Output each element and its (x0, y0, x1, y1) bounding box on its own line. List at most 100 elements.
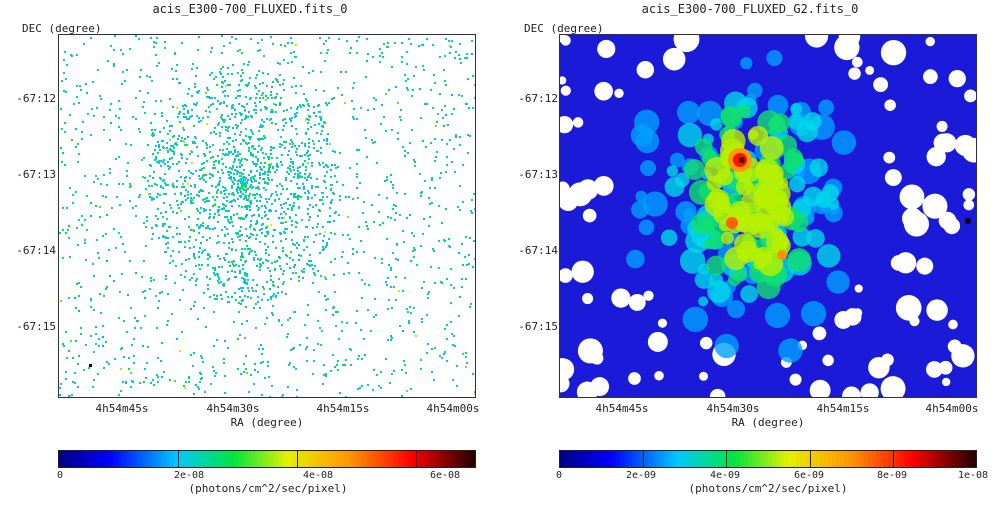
photon-pixel (208, 96, 210, 98)
photon-pixel (295, 272, 297, 274)
photon-pixel (316, 226, 318, 228)
photon-pixel (315, 204, 317, 206)
photon-pixel (217, 280, 219, 282)
photon-pixel (74, 372, 76, 374)
photon-pixel (341, 256, 343, 258)
photon-pixel (311, 197, 313, 199)
photon-pixel (237, 151, 239, 153)
photon-pixel (156, 225, 158, 227)
photon-pixel (299, 155, 301, 157)
y-tick-label: -67:14 (16, 244, 56, 257)
photon-pixel (149, 76, 151, 78)
photon-pixel (273, 229, 275, 231)
photon-pixel (291, 239, 293, 241)
photon-pixel (238, 187, 240, 189)
photon-pixel (222, 163, 224, 165)
photon-pixel (279, 265, 281, 267)
empty-region (884, 99, 896, 111)
photon-pixel (158, 160, 160, 162)
photon-pixel (207, 225, 209, 227)
photon-pixel (290, 193, 292, 195)
photon-pixel (108, 363, 110, 365)
photon-pixel (103, 174, 105, 176)
photon-pixel (381, 258, 383, 260)
photon-pixel (345, 359, 347, 361)
photon-pixel (303, 249, 305, 251)
photon-pixel (253, 257, 255, 259)
photon-pixel (319, 233, 321, 235)
photon-pixel (232, 64, 234, 66)
photon-pixel (313, 272, 315, 274)
photon-pixel (267, 260, 269, 262)
photon-pixel (420, 359, 422, 361)
photon-pixel (176, 180, 178, 182)
photon-pixel (346, 40, 348, 42)
photon-pixel (287, 154, 289, 156)
photon-pixel (218, 282, 220, 284)
photon-pixel (385, 281, 387, 283)
photon-pixel (110, 122, 112, 124)
photon-pixel (296, 247, 298, 249)
photon-pixel (388, 299, 390, 301)
photon-pixel (135, 215, 137, 217)
photon-pixel (219, 71, 221, 73)
photon-pixel (206, 200, 208, 202)
photon-pixel (214, 204, 216, 206)
photon-pixel (264, 243, 266, 245)
photon-pixel (290, 251, 292, 253)
photon-pixel (238, 205, 240, 207)
photon-pixel (266, 281, 268, 283)
photon-pixel (236, 127, 238, 129)
photon-pixel (181, 201, 183, 203)
photon-pixel (262, 92, 264, 94)
photon-pixel (190, 185, 192, 187)
photon-pixel (450, 268, 452, 270)
photon-pixel (195, 104, 197, 106)
photon-pixel (160, 165, 162, 167)
photon-pixel (185, 162, 187, 164)
photon-pixel (214, 227, 216, 229)
photon-pixel (383, 116, 385, 118)
photon-pixel (232, 166, 234, 168)
photon-pixel (426, 38, 428, 40)
photon-pixel (304, 236, 306, 238)
photon-pixel (423, 218, 425, 220)
photon-pixel (366, 156, 368, 158)
image-plot-area[interactable] (58, 34, 476, 398)
emission-blob (788, 152, 804, 168)
photon-pixel (293, 202, 295, 204)
photon-pixel (118, 183, 120, 185)
empty-region (865, 65, 875, 75)
photon-pixel (446, 324, 448, 326)
photon-pixel (241, 180, 243, 182)
photon-pixel (187, 93, 189, 95)
photon-pixel (254, 197, 256, 199)
photon-pixel (290, 107, 292, 109)
photon-pixel (316, 178, 318, 180)
photon-pixel (321, 130, 323, 132)
photon-pixel (218, 182, 220, 184)
emission-peak (965, 218, 971, 224)
photon-pixel (213, 131, 215, 133)
photon-pixel (292, 348, 294, 350)
photon-pixel (307, 109, 309, 111)
photon-pixel (376, 162, 378, 164)
photon-pixel (157, 381, 159, 383)
photon-pixel (265, 214, 267, 216)
photon-pixel (288, 173, 290, 175)
photon-pixel (159, 177, 161, 179)
photon-pixel (287, 208, 289, 210)
photon-pixel (141, 276, 143, 278)
photon-pixel (306, 118, 308, 120)
photon-pixel (263, 55, 265, 57)
photon-pixel (209, 256, 211, 258)
image-plot-area[interactable] (559, 34, 977, 398)
photon-pixel (281, 207, 283, 209)
photon-pixel (295, 44, 297, 46)
photon-pixel (345, 196, 347, 198)
photon-pixel (467, 134, 469, 136)
photon-pixel (181, 137, 183, 139)
photon-pixel (212, 175, 214, 177)
photon-pixel (429, 203, 431, 205)
photon-pixel (429, 187, 431, 189)
